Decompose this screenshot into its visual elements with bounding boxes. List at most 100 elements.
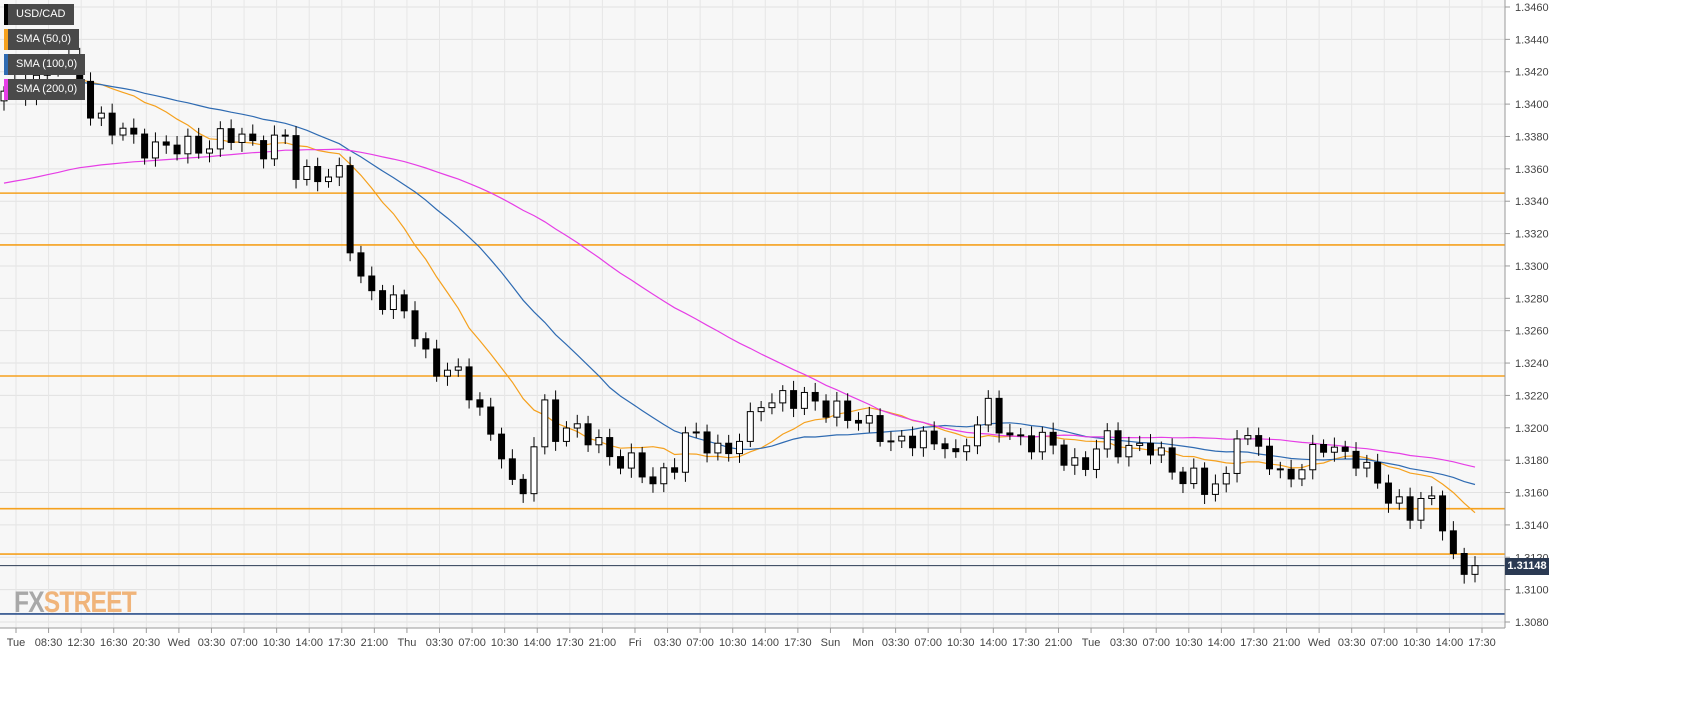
candle-body bbox=[1071, 457, 1079, 466]
y-tick-label: 1.3420 bbox=[1515, 67, 1549, 79]
candle-body bbox=[649, 476, 657, 485]
candle-body bbox=[627, 452, 635, 469]
legend-item-sma-50[interactable]: SMA (50,0) bbox=[4, 29, 80, 50]
candle-body bbox=[941, 443, 949, 450]
legend-swatch bbox=[4, 4, 8, 25]
x-tick-label: 10:30 bbox=[947, 637, 975, 649]
y-tick-label: 1.3180 bbox=[1515, 455, 1549, 467]
x-tick-label: 17:30 bbox=[328, 637, 356, 649]
candle-body bbox=[1233, 438, 1241, 474]
x-axis: Tue 08:30 12:30 16:30 20:30 Wed 03:30 07:00 10:3… bbox=[0, 627, 1505, 649]
x-tick-label: 03:30 bbox=[198, 637, 226, 649]
x-tick-label: 21:00 bbox=[589, 637, 617, 649]
candle-body bbox=[1428, 495, 1436, 499]
candle-body bbox=[216, 128, 224, 150]
y-axis: 1.3460 1.3440 1.3420 1.3400 1.3380 1.3360 1.33… bbox=[1504, 0, 1549, 629]
y-tick-label: 1.3200 bbox=[1515, 423, 1549, 435]
x-tick-label: 08:30 bbox=[35, 637, 63, 649]
candle-body bbox=[573, 423, 581, 429]
candle-body bbox=[822, 400, 830, 418]
y-tick-label: 1.3160 bbox=[1515, 488, 1549, 500]
candle-body bbox=[1211, 483, 1219, 495]
candle-body bbox=[1114, 430, 1122, 458]
candle-body bbox=[952, 448, 960, 453]
candle-body bbox=[1082, 457, 1090, 470]
legend-label: USD/CAD bbox=[16, 8, 66, 20]
x-tick-label: 10:30 bbox=[263, 637, 291, 649]
legend-item-sma-200[interactable]: SMA (200,0) bbox=[4, 79, 86, 100]
x-tick-label: 17:30 bbox=[556, 637, 584, 649]
candle-body bbox=[1330, 446, 1338, 453]
candle-body bbox=[184, 135, 192, 155]
x-tick-label: 07:00 bbox=[1371, 637, 1399, 649]
candle-body bbox=[898, 435, 906, 442]
x-tick-label: 17:30 bbox=[1468, 637, 1496, 649]
x-tick-label: 07:00 bbox=[230, 637, 258, 649]
x-tick-label: 03:30 bbox=[654, 637, 682, 649]
legend-swatch bbox=[4, 29, 8, 50]
candle-body bbox=[1222, 472, 1230, 485]
candle-body bbox=[119, 127, 127, 136]
y-tick-label: 1.3340 bbox=[1515, 196, 1549, 208]
candle-body bbox=[595, 437, 603, 446]
candle-body bbox=[584, 423, 592, 446]
x-tick-label: Tue bbox=[7, 637, 26, 649]
candle-body bbox=[617, 456, 625, 469]
y-tick-label: 1.3100 bbox=[1515, 585, 1549, 597]
candle-body bbox=[368, 275, 376, 292]
candle-body bbox=[638, 452, 646, 478]
candle-body bbox=[963, 445, 971, 453]
x-tick-label: 10:30 bbox=[1403, 637, 1431, 649]
x-tick-label: 14:00 bbox=[295, 637, 323, 649]
y-tick-label: 1.3260 bbox=[1515, 326, 1549, 338]
candle-body bbox=[887, 440, 895, 443]
x-tick-label: 07:00 bbox=[686, 637, 714, 649]
candle-body bbox=[919, 430, 927, 449]
x-tick-label: 12:30 bbox=[67, 637, 95, 649]
candle-body bbox=[141, 133, 149, 159]
legend-label: SMA (200,0) bbox=[16, 83, 78, 95]
candle-body bbox=[465, 366, 473, 401]
candle-body bbox=[800, 391, 808, 409]
x-tick-label: 21:00 bbox=[1273, 637, 1301, 649]
candle-body bbox=[973, 424, 981, 447]
x-tick-label: 16:30 bbox=[100, 637, 128, 649]
candle-body bbox=[1201, 467, 1209, 495]
candle-body bbox=[487, 406, 495, 435]
y-tick-label: 1.3240 bbox=[1515, 358, 1549, 370]
candle-body bbox=[909, 435, 917, 449]
candle-body bbox=[1276, 468, 1284, 471]
candle-body bbox=[1255, 435, 1263, 447]
candle-body bbox=[562, 427, 570, 442]
legend-item-sma-100[interactable]: SMA (100,0) bbox=[4, 54, 86, 75]
candle-body bbox=[779, 390, 787, 404]
candle-body bbox=[335, 165, 343, 178]
candle-body bbox=[995, 397, 1003, 434]
legend-item-usdcad[interactable]: USD/CAD bbox=[4, 4, 74, 25]
x-tick-label: 07:00 bbox=[458, 637, 486, 649]
candle-body bbox=[443, 369, 451, 377]
candle-body bbox=[1157, 447, 1165, 456]
sma-200-line bbox=[3, 148, 1476, 468]
candle-body bbox=[1244, 435, 1252, 440]
x-tick-label: 03:30 bbox=[1338, 637, 1366, 649]
candle-body bbox=[379, 290, 387, 311]
plot-area bbox=[0, 0, 1505, 628]
x-tick-label: 07:00 bbox=[914, 637, 942, 649]
candle-body bbox=[1363, 461, 1371, 469]
candles bbox=[0, 47, 1479, 584]
candle-body bbox=[476, 399, 484, 408]
candle-body bbox=[1038, 431, 1046, 453]
x-tick-label: 17:30 bbox=[1012, 637, 1040, 649]
candle-body bbox=[1395, 496, 1403, 504]
candle-body bbox=[660, 467, 668, 485]
candle-body bbox=[1147, 442, 1155, 456]
candle-body bbox=[357, 252, 365, 277]
candle-body bbox=[854, 419, 862, 424]
candle-body bbox=[281, 134, 289, 137]
candle-body bbox=[1006, 432, 1014, 436]
y-tick-label: 1.3320 bbox=[1515, 229, 1549, 241]
candle-body bbox=[97, 112, 105, 119]
candle-body bbox=[1179, 471, 1187, 485]
